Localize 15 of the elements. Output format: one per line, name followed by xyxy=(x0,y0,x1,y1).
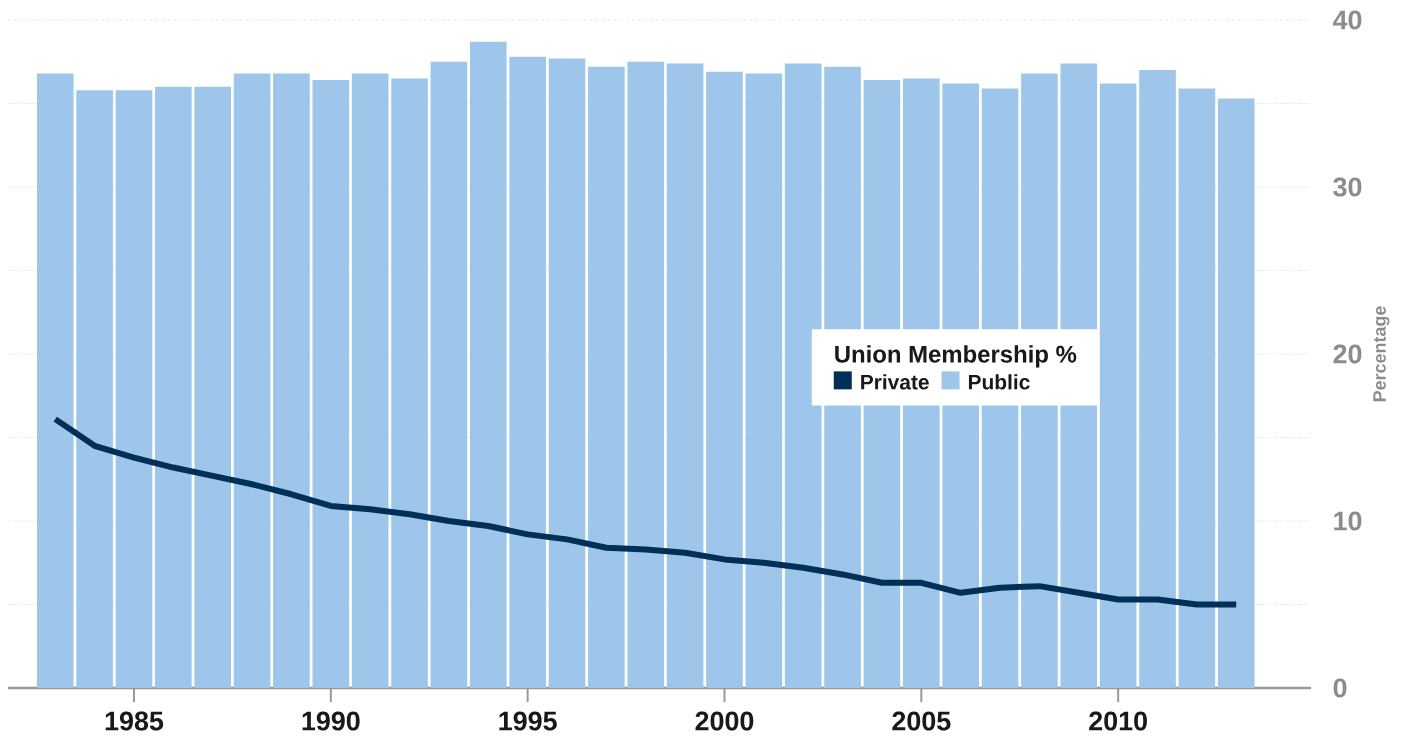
legend-label: Private xyxy=(861,374,929,390)
y-tick-label: 40 xyxy=(1332,10,1362,30)
y-tick-label: 0 xyxy=(1333,678,1347,698)
legend-label: Public xyxy=(968,374,1030,390)
x-tick-label: 1995 xyxy=(499,711,557,731)
x-tick-label: 2000 xyxy=(695,711,754,731)
x-tick-label: 2005 xyxy=(892,711,951,731)
y-tick-label: 10 xyxy=(1334,511,1362,531)
legend-title: Union Membership % xyxy=(835,345,1077,368)
y-axis-title: Percentage xyxy=(1373,306,1390,402)
x-tick-label: 1990 xyxy=(302,711,360,731)
x-tick-label: 2010 xyxy=(1089,711,1147,731)
x-tick-label: 1985 xyxy=(105,711,164,731)
y-tick-label: 20 xyxy=(1333,344,1362,364)
y-tick-label: 30 xyxy=(1333,177,1362,197)
